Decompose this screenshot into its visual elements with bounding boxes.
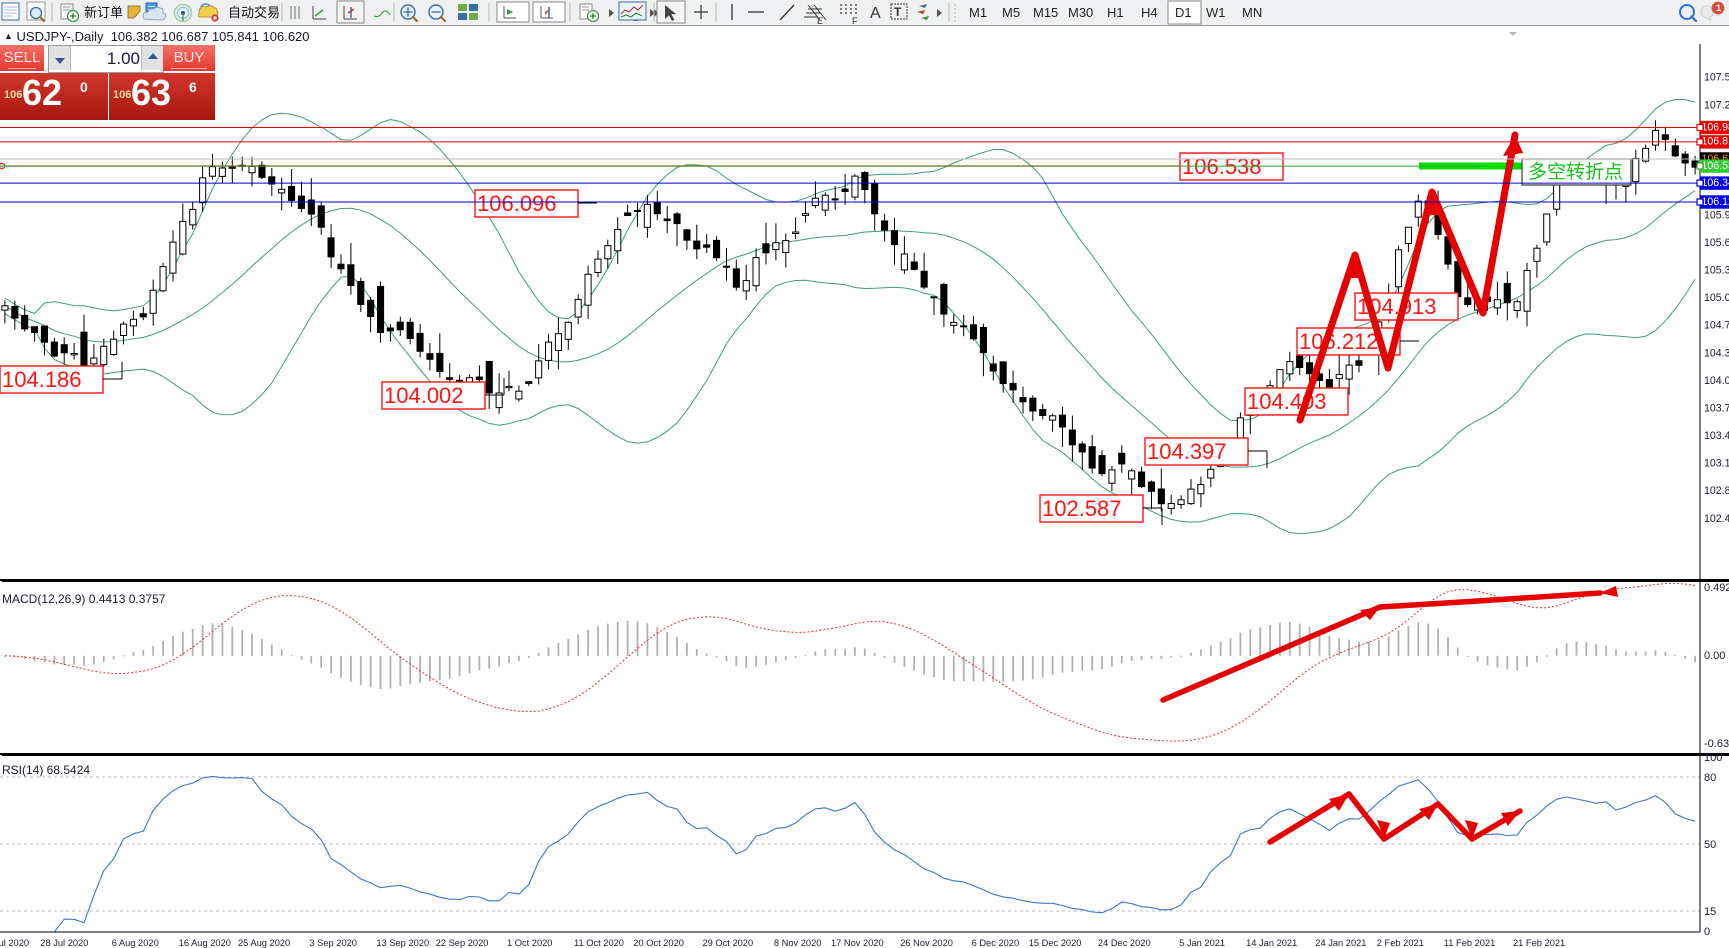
svg-text:6 Dec 2020: 6 Dec 2020 xyxy=(972,938,1020,948)
svg-text:M15: M15 xyxy=(1033,5,1058,20)
svg-text:105.025: 105.025 xyxy=(1704,292,1729,304)
svg-text:2 Feb 2021: 2 Feb 2021 xyxy=(1377,938,1424,948)
svg-text:多空转折点: 多空转折点 xyxy=(1528,161,1623,183)
svg-text:26 Nov 2020: 26 Nov 2020 xyxy=(900,938,953,948)
svg-text:22 Sep 2020: 22 Sep 2020 xyxy=(436,938,489,948)
svg-text:15 Dec 2020: 15 Dec 2020 xyxy=(1029,938,1082,948)
svg-text:25 Aug 2020: 25 Aug 2020 xyxy=(238,938,290,948)
svg-text:5 Jan 2021: 5 Jan 2021 xyxy=(1179,938,1225,948)
svg-text:104.390: 104.390 xyxy=(1704,347,1729,359)
svg-text:M5: M5 xyxy=(1002,5,1020,20)
svg-text:M30: M30 xyxy=(1068,5,1093,20)
svg-text:104.397: 104.397 xyxy=(1147,439,1227,464)
svg-text:24 Dec 2020: 24 Dec 2020 xyxy=(1098,938,1151,948)
svg-text:1: 1 xyxy=(1716,3,1722,14)
svg-text:MN: MN xyxy=(1242,5,1262,20)
svg-text:100: 100 xyxy=(1704,753,1722,764)
svg-text:17 Nov 2020: 17 Nov 2020 xyxy=(831,938,884,948)
svg-text:104.710: 104.710 xyxy=(1704,320,1729,332)
svg-text:自动交易: 自动交易 xyxy=(228,5,280,20)
svg-text:T: T xyxy=(894,5,902,19)
svg-text:29 Oct 2020: 29 Oct 2020 xyxy=(703,938,754,948)
svg-text:20 Oct 2020: 20 Oct 2020 xyxy=(633,938,684,948)
svg-text:-0.6355: -0.6355 xyxy=(1704,738,1729,750)
svg-text:104.186: 104.186 xyxy=(2,367,82,392)
svg-text:103.435: 103.435 xyxy=(1704,430,1729,442)
svg-text:16 Aug 2020: 16 Aug 2020 xyxy=(179,938,231,948)
svg-text:106.342: 106.342 xyxy=(1702,177,1729,189)
svg-text:104.002: 104.002 xyxy=(384,383,464,408)
svg-text:13 Sep 2020: 13 Sep 2020 xyxy=(376,938,429,948)
svg-text:102.800: 102.800 xyxy=(1704,485,1729,497)
svg-text:104.070: 104.070 xyxy=(1704,375,1729,387)
svg-text:21 Feb 2021: 21 Feb 2021 xyxy=(1513,938,1565,948)
svg-text:106.818: 106.818 xyxy=(1702,136,1729,148)
svg-text:106.096: 106.096 xyxy=(477,191,557,216)
svg-text:105.345: 105.345 xyxy=(1704,265,1729,277)
svg-text:106.983: 106.983 xyxy=(1702,121,1729,133)
svg-text:106.620: 106.620 xyxy=(1702,153,1729,165)
svg-text:102.480: 102.480 xyxy=(1704,513,1729,525)
svg-text:28 Jul 2020: 28 Jul 2020 xyxy=(40,938,88,948)
svg-text:11 Oct 2020: 11 Oct 2020 xyxy=(574,938,624,948)
svg-text:104.913: 104.913 xyxy=(1357,294,1437,319)
svg-text:104.403: 104.403 xyxy=(1247,389,1327,414)
svg-text:6 Aug 2020: 6 Aug 2020 xyxy=(112,938,159,948)
svg-text:103.120: 103.120 xyxy=(1704,458,1729,470)
svg-text:105.980: 105.980 xyxy=(1704,209,1729,221)
svg-text:3 Sep 2020: 3 Sep 2020 xyxy=(309,938,357,948)
svg-text:106.538: 106.538 xyxy=(1182,154,1262,179)
svg-text:1 Oct 2020: 1 Oct 2020 xyxy=(507,938,552,948)
svg-text:106.212: 106.212 xyxy=(1299,329,1379,354)
svg-text:103.755: 103.755 xyxy=(1704,402,1729,414)
svg-text:20 Jul 2020: 20 Jul 2020 xyxy=(0,938,29,948)
svg-text:102.587: 102.587 xyxy=(1042,496,1122,521)
svg-text:80: 80 xyxy=(1704,772,1716,784)
svg-text:14 Jan 2021: 14 Jan 2021 xyxy=(1246,938,1297,948)
svg-text:107.250: 107.250 xyxy=(1704,99,1729,111)
svg-text:M1: M1 xyxy=(969,5,987,20)
svg-text:H1: H1 xyxy=(1107,5,1124,20)
svg-text:105.660: 105.660 xyxy=(1704,237,1729,249)
svg-text:24 Jan 2021: 24 Jan 2021 xyxy=(1315,938,1366,948)
svg-text:0: 0 xyxy=(1704,926,1710,938)
svg-text:15: 15 xyxy=(1704,906,1716,918)
svg-text:11 Feb 2021: 11 Feb 2021 xyxy=(1444,938,1496,948)
svg-text:50: 50 xyxy=(1704,839,1716,851)
svg-text:D1: D1 xyxy=(1175,5,1192,20)
svg-text:新订单: 新订单 xyxy=(84,5,123,20)
svg-text:A: A xyxy=(870,5,881,22)
svg-text:H4: H4 xyxy=(1141,5,1158,20)
svg-text:106.538: 106.538 xyxy=(1702,160,1729,172)
svg-text:107.570: 107.570 xyxy=(1704,72,1729,84)
svg-text:W1: W1 xyxy=(1206,5,1226,20)
svg-text:106.125: 106.125 xyxy=(1702,196,1729,208)
svg-text:0.4925: 0.4925 xyxy=(1704,582,1729,594)
svg-text:E: E xyxy=(817,16,823,25)
svg-text:F: F xyxy=(852,16,858,25)
svg-text:0.00: 0.00 xyxy=(1704,650,1725,662)
svg-text:8 Nov 2020: 8 Nov 2020 xyxy=(774,938,822,948)
